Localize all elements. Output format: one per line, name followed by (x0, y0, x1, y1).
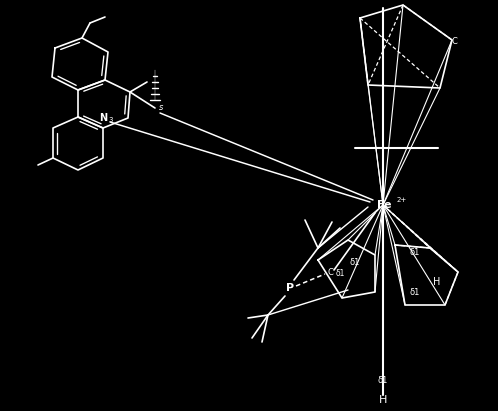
Text: Fe: Fe (377, 200, 391, 210)
Text: 3: 3 (108, 117, 113, 123)
Text: δ1: δ1 (410, 248, 420, 257)
Text: P: P (286, 283, 294, 293)
Text: δ1: δ1 (378, 376, 388, 385)
Text: δ1: δ1 (336, 269, 346, 278)
Text: 2+: 2+ (397, 197, 407, 203)
Text: H: H (433, 277, 441, 287)
Text: H: H (379, 395, 387, 405)
Text: N: N (99, 113, 107, 123)
Text: δ1: δ1 (410, 288, 420, 297)
Text: C: C (327, 268, 333, 277)
Text: C: C (452, 37, 458, 46)
Text: δ1: δ1 (350, 258, 360, 267)
Text: s: s (159, 103, 163, 112)
